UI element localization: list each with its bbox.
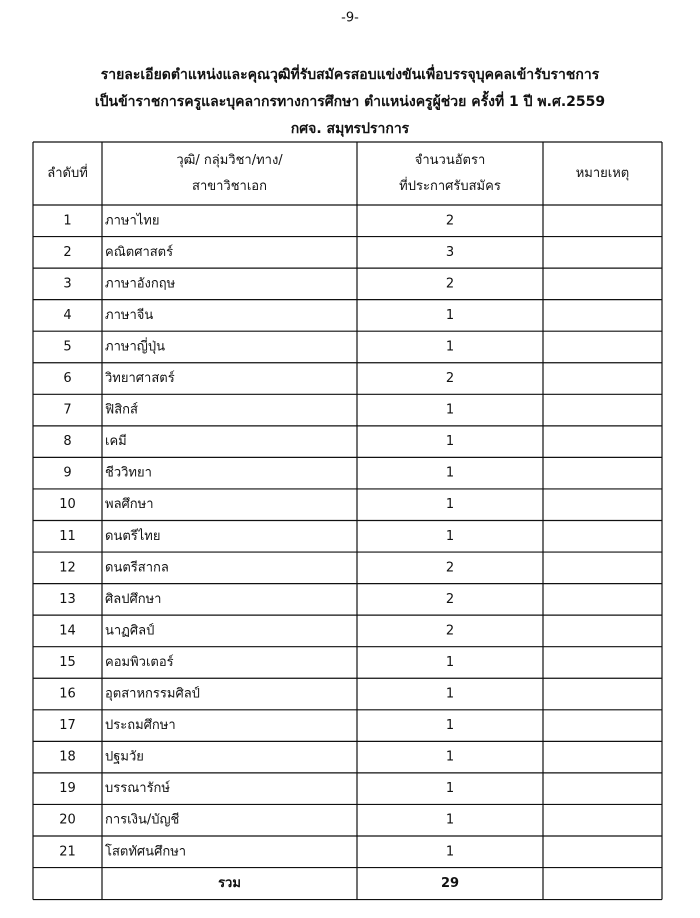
subject: นาฏศิลป์ bbox=[105, 622, 154, 638]
positions: 1 bbox=[446, 718, 454, 733]
positions: 1 bbox=[446, 497, 454, 512]
page-number: -9- bbox=[341, 11, 359, 26]
row-number: 10 bbox=[59, 497, 76, 512]
positions: 3 bbox=[446, 245, 454, 260]
subject: บรรณารักษ์ bbox=[105, 780, 170, 796]
column-header: สาขาวิชาเอก bbox=[192, 179, 267, 194]
subject: คอมพิวเตอร์ bbox=[105, 654, 174, 670]
positions: 2 bbox=[446, 560, 454, 575]
positions: 1 bbox=[446, 308, 454, 323]
total-value: 29 bbox=[441, 876, 459, 891]
row-number: 9 bbox=[63, 466, 71, 481]
positions: 1 bbox=[446, 403, 454, 418]
positions: 1 bbox=[446, 781, 454, 796]
column-header: ลำดับที่ bbox=[47, 164, 88, 181]
title-line: เป็นข้าราชการครูและบุคลากรทางการศึกษา ตำ… bbox=[95, 90, 605, 110]
column-header: จำนวนอัตรา bbox=[415, 153, 486, 168]
subject: วิทยาศาสตร์ bbox=[104, 370, 174, 386]
row-number: 1 bbox=[63, 213, 71, 228]
row-number: 5 bbox=[63, 339, 71, 354]
subject: การเงิน/บัญชี bbox=[105, 812, 180, 828]
positions: 2 bbox=[446, 623, 454, 638]
subject: ภาษาอังกฤษ bbox=[105, 276, 176, 291]
subject: ภาษาญี่ปุ่น bbox=[105, 337, 165, 354]
row-number: 11 bbox=[59, 529, 76, 544]
positions: 1 bbox=[446, 813, 454, 828]
row-number: 18 bbox=[59, 750, 76, 765]
column-header: หมายเหตุ bbox=[576, 166, 630, 181]
row-number: 6 bbox=[63, 371, 71, 386]
subject: โสตทัศนศึกษา bbox=[105, 843, 186, 859]
row-number: 19 bbox=[59, 781, 76, 796]
positions: 2 bbox=[446, 371, 454, 386]
subject: ประถมศึกษา bbox=[105, 718, 176, 733]
total-label: รวม bbox=[218, 876, 241, 891]
row-number: 12 bbox=[59, 560, 76, 575]
subject: พลศึกษา bbox=[105, 497, 154, 512]
row-number: 15 bbox=[59, 655, 76, 670]
row-number: 21 bbox=[59, 844, 76, 859]
subject: อุตสาหกรรมศิลป์ bbox=[105, 686, 200, 702]
row-number: 3 bbox=[63, 276, 71, 291]
positions: 1 bbox=[446, 434, 454, 449]
row-number: 8 bbox=[63, 434, 71, 449]
positions: 1 bbox=[446, 750, 454, 765]
subject: ศิลปศึกษา bbox=[105, 592, 161, 607]
row-number: 14 bbox=[59, 623, 76, 638]
positions: 1 bbox=[446, 655, 454, 670]
subject: ดนตรีสากล bbox=[105, 559, 169, 575]
row-number: 13 bbox=[59, 592, 76, 607]
row-number: 17 bbox=[59, 718, 76, 733]
positions: 2 bbox=[446, 592, 454, 607]
column-header: วุฒิ/ กลุ่มวิชา/ทาง/ bbox=[176, 153, 283, 168]
title-line: กศจ. สมุทรปราการ bbox=[291, 121, 410, 137]
subject: คณิตศาสตร์ bbox=[105, 244, 173, 260]
positions: 1 bbox=[446, 339, 454, 354]
subject: ภาษาจีน bbox=[105, 307, 153, 323]
row-number: 20 bbox=[59, 813, 76, 828]
row-number: 7 bbox=[63, 403, 71, 418]
subject: ภาษาไทย bbox=[105, 212, 159, 228]
subject: ดนตรีไทย bbox=[105, 528, 160, 544]
subject: ฟิสิกส์ bbox=[105, 402, 138, 418]
positions: 1 bbox=[446, 687, 454, 702]
column-header: ที่ประกาศรับสมัคร bbox=[399, 177, 501, 194]
row-number: 2 bbox=[63, 245, 71, 260]
positions: 1 bbox=[446, 529, 454, 544]
row-number: 4 bbox=[63, 308, 71, 323]
positions: 1 bbox=[446, 844, 454, 859]
row-number: 16 bbox=[59, 687, 76, 702]
positions: 1 bbox=[446, 466, 454, 481]
subject: ชีววิทยา bbox=[105, 465, 152, 481]
subject: ปฐมวัย bbox=[105, 750, 144, 765]
title-line: รายละเอียดตำแหน่งและคุณวุฒิที่รับสมัครสอ… bbox=[101, 64, 600, 83]
positions: 2 bbox=[446, 276, 454, 291]
subject: เคมี bbox=[105, 433, 127, 449]
positions: 2 bbox=[446, 213, 454, 228]
